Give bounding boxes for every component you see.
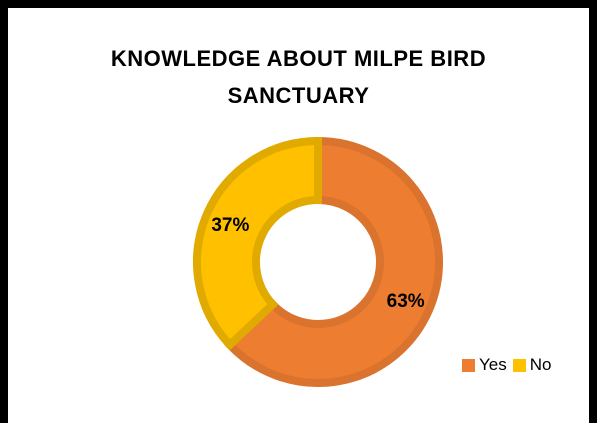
legend-label-yes: Yes: [479, 355, 507, 374]
data-label-yes: 63%: [387, 291, 425, 312]
legend-swatch-no: [512, 358, 526, 372]
legend-swatch-yes: [462, 358, 475, 372]
legend-item-yes: Yes: [462, 355, 507, 375]
slice-no: [193, 136, 322, 351]
legend-label-no: No: [529, 355, 552, 374]
chart-legend: Yes No: [462, 355, 557, 375]
chart-title: KNOWLEDGE ABOUT MILPE BIRD SANCTUARY: [8, 40, 589, 114]
legend-item-no: No: [512, 355, 552, 375]
data-label-no: 37%: [211, 215, 249, 236]
chart-title-line-2: SANCTUARY: [227, 83, 370, 108]
chart-title-line-1: KNOWLEDGE ABOUT MILPE BIRD: [110, 46, 487, 71]
slice-yes: [224, 136, 443, 387]
